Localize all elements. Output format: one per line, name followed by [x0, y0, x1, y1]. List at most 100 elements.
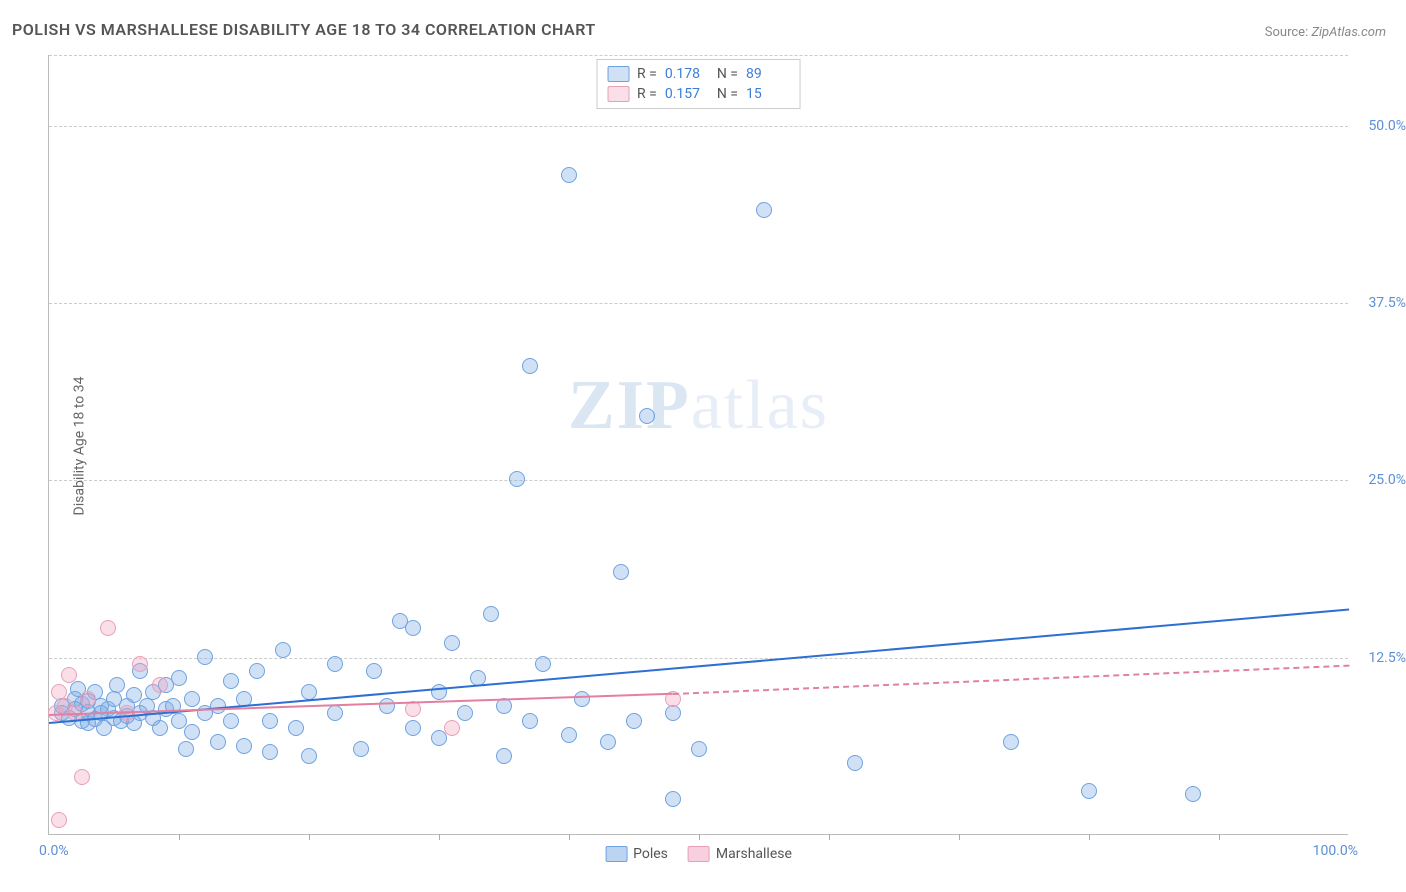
data-point	[756, 202, 772, 218]
data-point	[405, 720, 421, 736]
data-point	[223, 673, 239, 689]
data-point	[561, 727, 577, 743]
y-tick-label: 25.0%	[1368, 472, 1406, 488]
trend-line	[673, 665, 1349, 695]
data-point	[353, 741, 369, 757]
watermark: ZIPatlas	[568, 366, 829, 446]
data-point	[152, 677, 168, 693]
data-point	[132, 656, 148, 672]
data-point	[184, 691, 200, 707]
y-tick-label: 50.0%	[1368, 118, 1406, 134]
n-label: N =	[717, 86, 738, 102]
data-point	[613, 564, 629, 580]
swatch-poles	[605, 846, 627, 862]
legend-row-marshallese: R = 0.157 N = 15	[607, 84, 790, 104]
data-point	[665, 791, 681, 807]
data-point	[171, 670, 187, 686]
data-point	[457, 705, 473, 721]
x-tick	[829, 834, 830, 840]
data-point	[847, 755, 863, 771]
scatter-plot: ZIPatlas R = 0.178 N = 89 R = 0.157 N = …	[48, 55, 1348, 835]
data-point	[275, 642, 291, 658]
n-value: 15	[746, 86, 790, 102]
data-point	[262, 744, 278, 760]
x-tick	[1219, 834, 1220, 840]
data-point	[74, 769, 90, 785]
watermark-light: atlas	[691, 367, 829, 444]
data-point	[496, 698, 512, 714]
legend-item-marshallese: Marshallese	[688, 846, 792, 862]
data-point	[405, 620, 421, 636]
data-point	[522, 713, 538, 729]
swatch-marshallese	[607, 86, 629, 102]
data-point	[249, 663, 265, 679]
data-point	[178, 741, 194, 757]
data-point	[561, 167, 577, 183]
data-point	[522, 358, 538, 374]
gridline	[49, 480, 1348, 481]
data-point	[197, 649, 213, 665]
trend-line	[49, 608, 1349, 723]
data-point	[1185, 786, 1201, 802]
swatch-marshallese	[688, 846, 710, 862]
x-tick	[179, 834, 180, 840]
source-attribution: Source: ZipAtlas.com	[1265, 25, 1386, 40]
data-point	[100, 620, 116, 636]
gridline	[49, 55, 1348, 56]
r-label: R =	[637, 86, 657, 102]
swatch-poles	[607, 66, 629, 82]
x-tick	[309, 834, 310, 840]
legend-item-poles: Poles	[605, 846, 668, 862]
data-point	[600, 734, 616, 750]
data-point	[288, 720, 304, 736]
data-point	[223, 713, 239, 729]
data-point	[496, 748, 512, 764]
data-point	[184, 724, 200, 740]
watermark-bold: ZIP	[568, 367, 691, 444]
data-point	[301, 748, 317, 764]
x-tick	[439, 834, 440, 840]
series-legend: Poles Marshallese	[605, 846, 792, 862]
data-point	[483, 606, 499, 622]
data-point	[61, 667, 77, 683]
data-point	[109, 677, 125, 693]
data-point	[366, 663, 382, 679]
x-tick	[1089, 834, 1090, 840]
source-label: Source:	[1265, 25, 1308, 40]
data-point	[535, 656, 551, 672]
r-label: R =	[637, 66, 657, 82]
data-point	[1003, 734, 1019, 750]
data-point	[80, 691, 96, 707]
data-point	[665, 705, 681, 721]
gridline	[49, 126, 1348, 127]
data-point	[152, 720, 168, 736]
data-point	[327, 705, 343, 721]
data-point	[51, 812, 67, 828]
data-point	[236, 738, 252, 754]
gridline	[49, 303, 1348, 304]
data-point	[379, 698, 395, 714]
r-value: 0.178	[665, 66, 709, 82]
n-value: 89	[746, 66, 790, 82]
correlation-legend: R = 0.178 N = 89 R = 0.157 N = 15	[596, 59, 801, 109]
legend-row-poles: R = 0.178 N = 89	[607, 64, 790, 84]
data-point	[444, 635, 460, 651]
x-axis-min: 0.0%	[39, 843, 69, 859]
data-point	[691, 741, 707, 757]
source-value: ZipAtlas.com	[1311, 25, 1386, 40]
data-point	[210, 734, 226, 750]
legend-label: Poles	[633, 846, 668, 862]
data-point	[509, 471, 525, 487]
data-point	[444, 720, 460, 736]
legend-label: Marshallese	[716, 846, 792, 862]
x-tick	[569, 834, 570, 840]
y-tick-label: 12.5%	[1368, 650, 1406, 666]
gridline	[49, 658, 1348, 659]
data-point	[639, 408, 655, 424]
data-point	[574, 691, 590, 707]
data-point	[327, 656, 343, 672]
x-tick	[699, 834, 700, 840]
x-tick	[959, 834, 960, 840]
data-point	[626, 713, 642, 729]
y-tick-label: 37.5%	[1368, 295, 1406, 311]
